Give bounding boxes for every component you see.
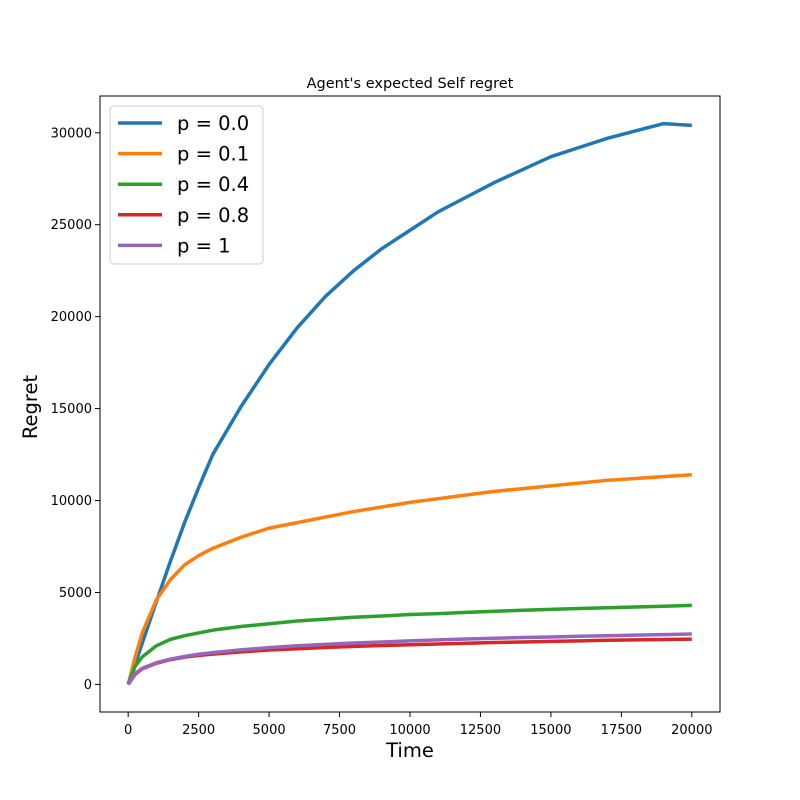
x-tick-label: 12500 (460, 723, 501, 738)
x-tick-label: 20000 (671, 723, 712, 738)
x-axis-label: Time (385, 739, 434, 762)
x-tick-label: 10000 (389, 723, 430, 738)
x-tick-label: 15000 (530, 723, 571, 738)
y-axis-ticks: 0 5000 10000 15000 20000 25000 30000 (51, 126, 100, 693)
legend: p = 0.0 p = 0.1 p = 0.4 p = 0.8 p = 1 (109, 105, 264, 265)
x-tick-label: 5000 (253, 723, 286, 738)
legend-label-1: p = 0.1 (177, 143, 249, 166)
x-tick-label: 0 (124, 723, 132, 738)
y-tick-label: 20000 (51, 310, 92, 325)
y-tick-label: 5000 (59, 586, 92, 601)
x-tick-label: 2500 (182, 723, 215, 738)
legend-label-3: p = 0.8 (177, 204, 249, 227)
x-tick-label: 17500 (601, 723, 642, 738)
series-line-2 (126, 603, 692, 686)
y-tick-label: 15000 (51, 402, 92, 417)
x-axis-ticks: 0 2500 5000 7500 10000 12500 15000 17500 20000 (124, 712, 712, 738)
series-line-4 (126, 632, 692, 686)
legend-box (109, 105, 264, 265)
y-axis-label: Regret (19, 375, 42, 440)
legend-label-2: p = 0.4 (177, 173, 249, 196)
chart-title: Agent's expected Self regret (307, 76, 514, 92)
y-tick-label: 25000 (51, 218, 92, 233)
series-line-1 (126, 473, 692, 685)
legend-label-4: p = 1 (177, 234, 231, 257)
legend-label-0: p = 0.0 (177, 112, 249, 135)
plot-layer (126, 121, 692, 686)
series-line-0 (126, 121, 692, 685)
y-tick-label: 0 (84, 678, 92, 693)
y-tick-label: 10000 (51, 494, 92, 509)
y-tick-label: 30000 (51, 126, 92, 141)
x-tick-label: 7500 (323, 723, 356, 738)
